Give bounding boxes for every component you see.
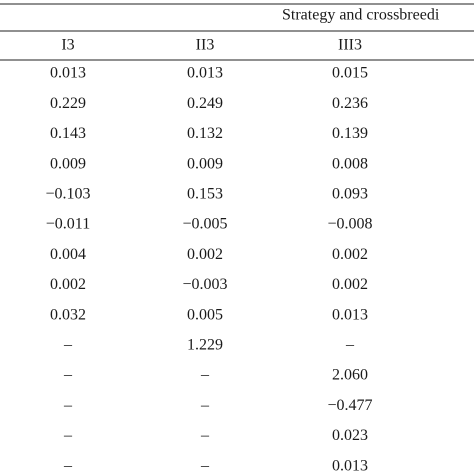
cell: 0.132 bbox=[187, 125, 223, 142]
cell: 0.013 bbox=[50, 65, 86, 82]
cell: 0.008 bbox=[332, 155, 368, 172]
cell: – bbox=[63, 336, 73, 353]
group-header: Strategy and crossbreedi bbox=[282, 7, 440, 24]
cell: – bbox=[200, 397, 210, 414]
cell: −0.008 bbox=[327, 216, 372, 233]
cell: 0.143 bbox=[50, 125, 86, 142]
cell: 0.093 bbox=[332, 185, 368, 202]
cell: – bbox=[63, 457, 73, 474]
cell: – bbox=[200, 427, 210, 444]
cell: 0.229 bbox=[50, 95, 86, 112]
cell: 0.004 bbox=[50, 246, 86, 263]
cell: – bbox=[63, 397, 73, 414]
cell: −0.003 bbox=[182, 276, 227, 293]
cell: 0.005 bbox=[187, 306, 223, 323]
column-header: II3 bbox=[196, 37, 215, 54]
cell: 0.032 bbox=[50, 306, 86, 323]
cell: 0.002 bbox=[50, 276, 86, 293]
cell: 0.002 bbox=[332, 246, 368, 263]
cell: −0.005 bbox=[182, 216, 227, 233]
cell: 0.009 bbox=[50, 155, 86, 172]
column-header: III3 bbox=[338, 37, 362, 54]
cell: 0.009 bbox=[187, 155, 223, 172]
cell: 0.236 bbox=[332, 95, 368, 112]
cell: 0.015 bbox=[332, 65, 368, 82]
cell: −0.103 bbox=[45, 185, 90, 202]
cell: – bbox=[200, 367, 210, 384]
cell: 0.002 bbox=[187, 246, 223, 263]
cell: – bbox=[200, 457, 210, 474]
cell: 0.013 bbox=[332, 306, 368, 323]
cell: 0.249 bbox=[187, 95, 223, 112]
cell: 1.229 bbox=[187, 336, 223, 353]
cell: – bbox=[345, 336, 355, 353]
cell: 0.013 bbox=[332, 457, 368, 474]
column-header: I3 bbox=[61, 37, 74, 54]
cell: −0.477 bbox=[327, 397, 372, 414]
cell: 0.013 bbox=[187, 65, 223, 82]
cell: 0.002 bbox=[332, 276, 368, 293]
cell: 0.139 bbox=[332, 125, 368, 142]
cell: 0.023 bbox=[332, 427, 368, 444]
cell: 0.153 bbox=[187, 185, 223, 202]
cell: 2.060 bbox=[332, 367, 368, 384]
cell: – bbox=[63, 367, 73, 384]
cell: – bbox=[63, 427, 73, 444]
cell: −0.011 bbox=[46, 216, 90, 233]
